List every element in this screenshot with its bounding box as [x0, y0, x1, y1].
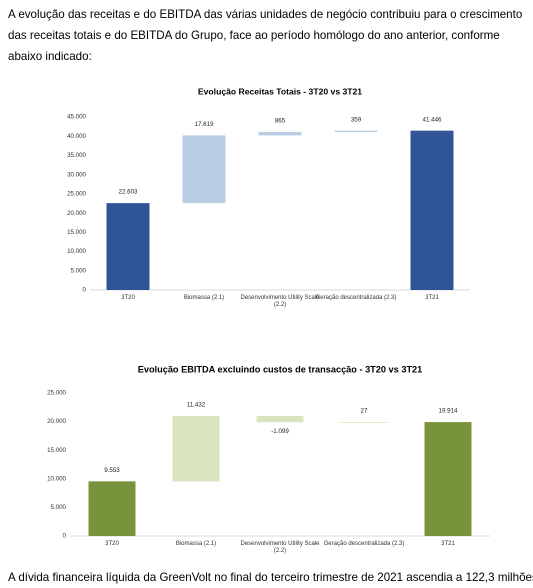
value-label: 11.432: [187, 402, 206, 409]
chart-revenue: Evolução Receitas Totais - 3T20 vs 3T21 0…: [67, 86, 470, 294]
x-tick-label: 3T20: [105, 541, 119, 547]
value-label: 359: [351, 116, 362, 123]
bar: [172, 415, 220, 482]
value-label: 865: [275, 118, 286, 125]
y-tick-label: 15.000: [47, 447, 66, 454]
y-tick-label: 30.000: [67, 171, 86, 178]
y-tick-label: 5.000: [71, 267, 87, 274]
bar: [410, 130, 454, 290]
value-label: 22.603: [119, 189, 138, 196]
y-tick-label: 0: [83, 287, 87, 294]
value-label: 41.446: [423, 116, 442, 123]
bar: [106, 203, 150, 290]
y-tick-label: 20.000: [47, 418, 66, 425]
value-label: 17.619: [195, 121, 214, 128]
bar: [258, 132, 302, 136]
y-tick-label: 45.000: [67, 114, 86, 121]
value-label: -1.099: [271, 428, 289, 435]
bar: [182, 135, 226, 204]
x-tick-label: Desenvolvimento Utility Scale (2.2): [240, 295, 320, 308]
x-tick-label: 3T21: [425, 295, 439, 301]
x-tick-label: 3T20: [121, 295, 135, 301]
x-tick-label: Geração descentralizada (2.3): [315, 295, 397, 301]
y-tick-label: 40.000: [67, 133, 86, 140]
chart-ebitda: Evolução EBITDA excluindo custos de tran…: [47, 364, 490, 540]
intro-paragraph: A evolução das receitas e do EBITDA das …: [8, 8, 523, 63]
value-label: 9.553: [104, 467, 120, 474]
x-tick-label: Biomassa (2.1): [175, 541, 217, 547]
x-tick-label: Biomassa (2.1): [183, 295, 225, 301]
value-label: 27: [361, 408, 368, 415]
bar: [424, 422, 472, 536]
y-tick-label: 35.000: [67, 152, 86, 159]
y-tick-label: 25.000: [67, 191, 86, 198]
outro-paragraph: A dívida financeira líquida da GreenVolt…: [8, 571, 533, 584]
x-tick-label: Geração descentralizada (2.3): [323, 541, 405, 547]
bar: [340, 422, 388, 423]
bar: [256, 415, 304, 423]
y-tick-label: 20.000: [67, 210, 86, 217]
chart-title: Evolução EBITDA excluindo custos de tran…: [138, 364, 423, 374]
y-tick-label: 25.000: [47, 390, 66, 397]
y-tick-label: 10.000: [47, 475, 66, 482]
bar: [334, 130, 378, 133]
bar: [88, 481, 136, 536]
x-tick-label: 3T21: [441, 541, 455, 547]
x-tick-label: Desenvolvimento Utility Scale (2.2): [240, 541, 320, 554]
y-tick-label: 0: [63, 533, 67, 540]
y-tick-label: 10.000: [67, 248, 86, 255]
chart-title: Evolução Receitas Totais - 3T20 vs 3T21: [198, 86, 362, 96]
y-tick-label: 5.000: [51, 504, 67, 511]
value-label: 19.914: [439, 408, 458, 415]
y-tick-label: 15.000: [67, 229, 86, 236]
